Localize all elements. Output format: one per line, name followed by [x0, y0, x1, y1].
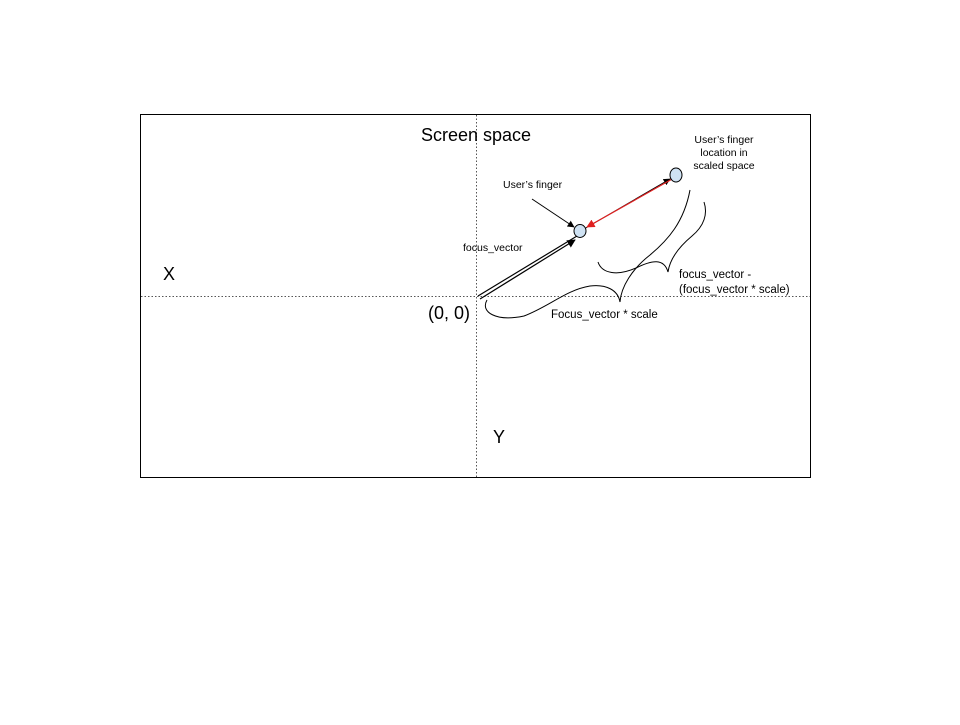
scaled-vector-label: Focus_vector * scale	[551, 309, 658, 321]
users-finger-point	[574, 225, 586, 238]
x-axis-label: X	[163, 264, 175, 284]
finger-pointer-arrow	[532, 199, 574, 227]
scaled-finger-label-line3: scaled space	[693, 160, 754, 172]
difference-brace	[598, 202, 706, 273]
scaled-finger-label-line2: location in	[700, 147, 747, 159]
difference-label-line2: (focus_vector * scale)	[679, 284, 790, 296]
difference-arrow	[587, 178, 674, 227]
scaled-finger-point	[670, 168, 682, 182]
y-axis-label: Y	[493, 427, 505, 447]
origin-label: (0, 0)	[428, 303, 470, 323]
screen-space-title: Screen space	[421, 125, 531, 145]
difference-label-line1: focus_vector -	[679, 269, 751, 281]
users-finger-label: User’s finger	[503, 179, 563, 191]
scaled-finger-label-line1: User’s finger	[694, 134, 754, 146]
focus-vector-label: focus_vector	[463, 242, 523, 254]
